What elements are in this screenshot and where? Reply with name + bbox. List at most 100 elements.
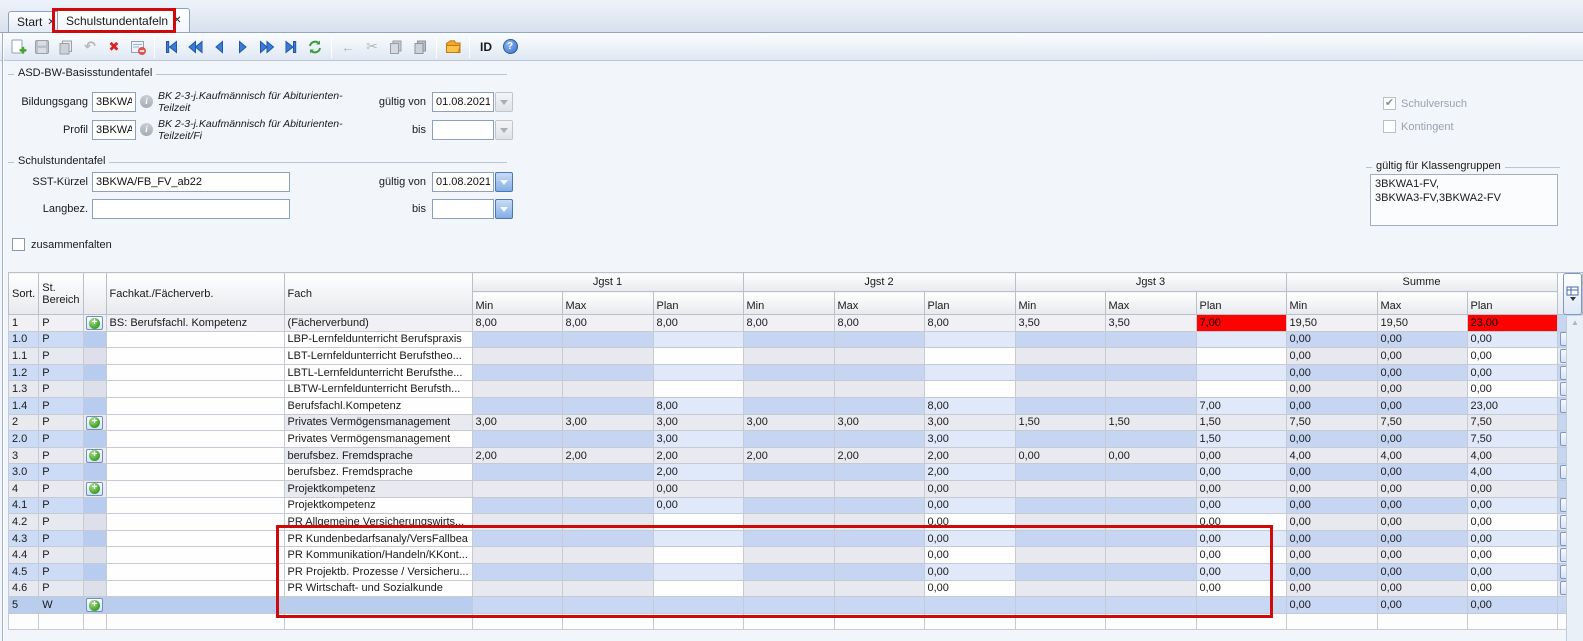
cell-jgst1-plan[interactable] [653, 580, 743, 597]
cell-jgst3-min[interactable] [1015, 464, 1105, 481]
cell-summe-max[interactable]: 19,50 [1377, 315, 1467, 332]
cell-summe-plan[interactable]: 0,00 [1467, 580, 1557, 597]
cell-jgst3-max[interactable] [1105, 348, 1196, 365]
cell-jgst2-max[interactable] [834, 364, 924, 381]
cell-jgst2-max[interactable] [834, 563, 924, 580]
cell-jgst2-max[interactable] [834, 431, 924, 448]
cell-jgst2-min[interactable]: 2,00 [743, 447, 834, 464]
nav-prev-button[interactable] [207, 35, 231, 59]
cell-jgst3-plan[interactable]: 7,00 [1196, 315, 1286, 332]
cell-jgst2-min[interactable] [743, 563, 834, 580]
folder-button[interactable] [441, 35, 465, 59]
cell-jgst1-max[interactable] [562, 547, 653, 564]
cell-jgst3-max[interactable] [1105, 397, 1196, 414]
cell-jgst3-max[interactable] [1105, 547, 1196, 564]
cell-jgst2-plan[interactable]: 2,00 [924, 447, 1015, 464]
cell-summe-min[interactable]: 0,00 [1286, 431, 1377, 448]
header-group-summe[interactable]: Summe [1286, 273, 1557, 292]
cell-summe-max[interactable]: 0,00 [1377, 563, 1467, 580]
id-button[interactable]: ID [474, 35, 498, 59]
cell-summe-min[interactable]: 0,00 [1286, 364, 1377, 381]
cell-jgst3-max[interactable] [1105, 480, 1196, 497]
header-jgst3-max[interactable]: Max [1105, 292, 1196, 315]
basis-bis-field[interactable] [432, 120, 494, 140]
nav-forward-button[interactable] [255, 35, 279, 59]
cell-summe-plan[interactable]: 4,00 [1467, 447, 1557, 464]
header-st-bereich[interactable]: St. Bereich [39, 273, 83, 315]
basis-bis-dropdown[interactable] [495, 120, 513, 140]
table-row[interactable]: 4.3PPR Kundenbedarfsanaly/VersFallbea0,0… [9, 530, 1583, 547]
cell-summe-plan[interactable]: 0,00 [1467, 364, 1557, 381]
header-jgst2-max[interactable]: Max [834, 292, 924, 315]
schulversuch-checkbox[interactable]: ✔ [1383, 97, 1396, 110]
table-row[interactable]: 2.0PPrivates Vermögensmanagement3,003,00… [9, 431, 1583, 448]
cell-jgst1-plan[interactable] [653, 381, 743, 398]
cell-jgst1-plan[interactable]: 0,00 [653, 480, 743, 497]
cell-jgst1-plan[interactable] [653, 547, 743, 564]
table-row[interactable]: 4.6PPR Wirtschaft- und Sozialkunde0,000,… [9, 580, 1583, 597]
table-row[interactable]: 4.1PProjektkompetenz0,000,000,000,000,00… [9, 497, 1583, 514]
cell-jgst1-min[interactable] [472, 530, 562, 547]
cell-jgst2-max[interactable] [834, 480, 924, 497]
cell-summe-max[interactable]: 0,00 [1377, 431, 1467, 448]
cell-jgst1-max[interactable] [562, 364, 653, 381]
cell-jgst1-plan[interactable]: 3,00 [653, 431, 743, 448]
table-row[interactable]: 2P+Privates Vermögensmanagement3,003,003… [9, 414, 1583, 431]
header-summe-plan[interactable]: Plan [1467, 292, 1557, 315]
cell-jgst2-max[interactable] [834, 397, 924, 414]
cell-summe-min[interactable]: 0,00 [1286, 530, 1377, 547]
cell-summe-plan[interactable]: 7,50 [1467, 414, 1557, 431]
copy-button[interactable] [384, 35, 408, 59]
nav-first-button[interactable] [159, 35, 183, 59]
cell-summe-min[interactable]: 0,00 [1286, 331, 1377, 348]
cell-jgst3-min[interactable] [1015, 563, 1105, 580]
header-jgst1-min[interactable]: Min [472, 292, 562, 315]
cell-jgst1-min[interactable]: 8,00 [472, 315, 562, 332]
cell-summe-min[interactable]: 0,00 [1286, 547, 1377, 564]
cell-jgst3-min[interactable] [1015, 547, 1105, 564]
cell-summe-plan[interactable]: 0,00 [1467, 597, 1557, 614]
cell-summe-max[interactable]: 0,00 [1377, 348, 1467, 365]
header-fachkat[interactable]: Fachkat./Fächerverb. [106, 273, 284, 315]
table-row[interactable]: 1.2PLBTL-Lernfeldunterricht Berufsthe...… [9, 364, 1583, 381]
cell-summe-plan[interactable]: 0,00 [1467, 530, 1557, 547]
cell-jgst1-min[interactable]: 3,00 [472, 414, 562, 431]
cell-jgst2-plan[interactable]: 0,00 [924, 497, 1015, 514]
cell-jgst3-min[interactable]: 3,50 [1015, 315, 1105, 332]
cell-jgst1-min[interactable] [472, 381, 562, 398]
cell-summe-plan[interactable]: 23,00 [1467, 315, 1557, 332]
cell-jgst3-min[interactable] [1015, 530, 1105, 547]
cell-jgst3-plan[interactable]: 7,00 [1196, 397, 1286, 414]
cell-summe-max[interactable]: 0,00 [1377, 464, 1467, 481]
sst-bis-dropdown[interactable] [495, 199, 513, 219]
cell-jgst2-min[interactable] [743, 497, 834, 514]
cell-jgst3-min[interactable] [1015, 597, 1105, 614]
cell-jgst1-plan[interactable] [653, 530, 743, 547]
cell-jgst2-plan[interactable] [924, 381, 1015, 398]
cell-jgst1-min[interactable] [472, 464, 562, 481]
cell-jgst1-min[interactable] [472, 597, 562, 614]
cell-jgst2-max[interactable] [834, 381, 924, 398]
cell-jgst2-plan[interactable]: 3,00 [924, 414, 1015, 431]
cell-summe-plan[interactable]: 0,00 [1467, 514, 1557, 531]
cell-jgst1-max[interactable] [562, 348, 653, 365]
cell-summe-min[interactable]: 0,00 [1286, 497, 1377, 514]
duplicate-record-button[interactable] [54, 35, 78, 59]
sst-gueltig-von-field[interactable] [432, 172, 494, 192]
cell-jgst2-min[interactable] [743, 348, 834, 365]
cell-jgst2-plan[interactable]: 2,00 [924, 464, 1015, 481]
cell-jgst2-max[interactable]: 3,00 [834, 414, 924, 431]
header-jgst2-plan[interactable]: Plan [924, 292, 1015, 315]
cell-jgst1-max[interactable] [562, 563, 653, 580]
cell-jgst1-plan[interactable]: 0,00 [653, 497, 743, 514]
header-jgst1-plan[interactable]: Plan [653, 292, 743, 315]
add-row-button[interactable]: + [86, 449, 103, 463]
cell-jgst1-min[interactable] [472, 397, 562, 414]
cell-jgst2-max[interactable] [834, 547, 924, 564]
cell-jgst2-min[interactable] [743, 530, 834, 547]
cell-summe-max[interactable]: 0,00 [1377, 364, 1467, 381]
cell-jgst1-max[interactable] [562, 397, 653, 414]
cell-summe-max[interactable]: 0,00 [1377, 514, 1467, 531]
cell-jgst1-min[interactable] [472, 563, 562, 580]
cell-jgst2-plan[interactable]: 0,00 [924, 547, 1015, 564]
